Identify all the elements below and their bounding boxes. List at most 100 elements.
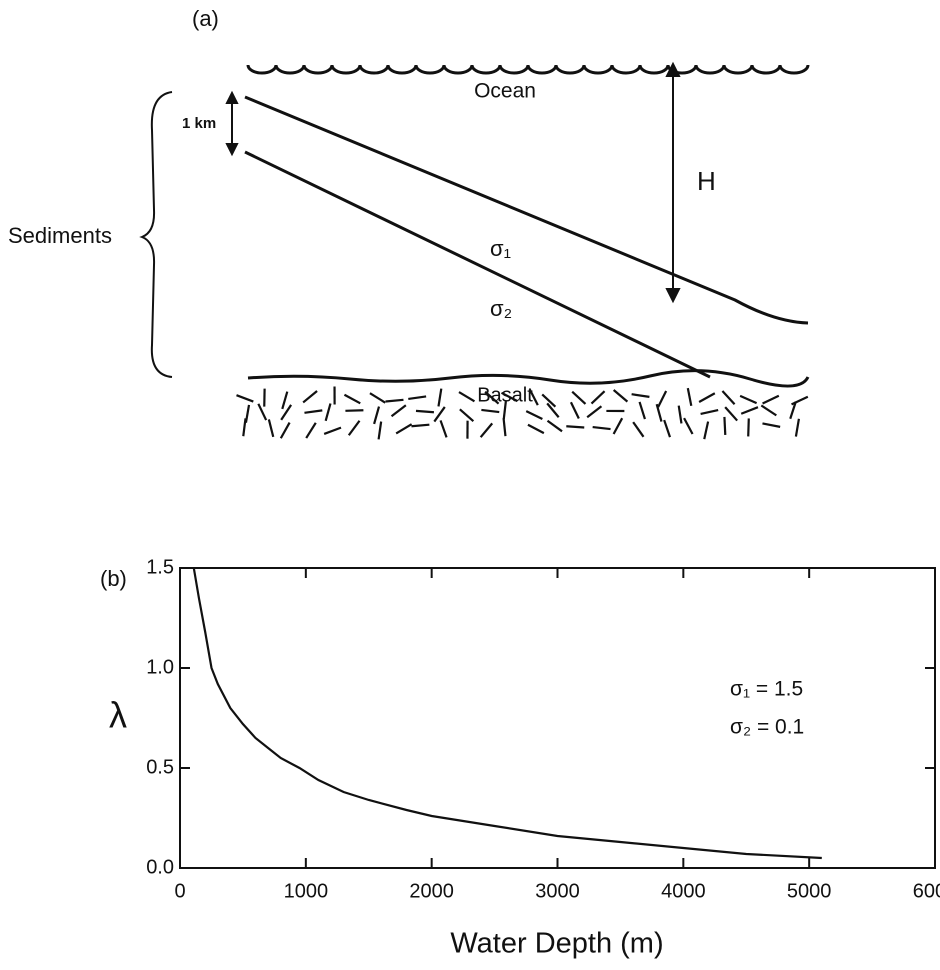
hatch-stroke <box>638 401 646 420</box>
y-tick-label: 1.5 <box>146 556 174 578</box>
hatch-stroke <box>390 404 407 418</box>
hatch-stroke <box>323 426 342 435</box>
hatch-stroke <box>760 404 777 417</box>
hatch-stroke <box>347 420 361 436</box>
hatch-stroke <box>324 403 332 422</box>
hatch-stroke <box>740 406 759 415</box>
thickness-label: 1 km <box>182 115 216 132</box>
hatch-stroke <box>655 403 663 422</box>
sediments-brace <box>139 91 173 378</box>
hatch-stroke <box>267 419 275 438</box>
hatch-stroke <box>343 393 361 405</box>
hatch-stroke <box>703 421 710 440</box>
hatch-stroke <box>663 419 672 438</box>
x-tick-label: 0 <box>174 880 185 902</box>
x-axis-title: Water Depth (m) <box>450 928 663 960</box>
hatch-stroke <box>569 401 580 419</box>
hatch-stroke <box>747 418 750 437</box>
x-tick-label: 5000 <box>787 880 832 902</box>
hatch-stroke <box>546 419 563 433</box>
x-tick-label: 3000 <box>535 880 580 902</box>
hatch-stroke <box>546 402 560 418</box>
hatch-stroke <box>612 389 629 403</box>
hatch-stroke <box>700 408 719 416</box>
hatch-stroke <box>244 404 251 423</box>
hatch-stroke <box>590 390 606 405</box>
layer-1-label: σ₁ <box>490 236 511 261</box>
hatch-stroke <box>242 418 247 437</box>
depth-label: H <box>697 166 716 196</box>
hatch-stroke <box>631 393 650 398</box>
hatch-stroke <box>481 408 500 414</box>
hatch-stroke <box>437 388 443 407</box>
x-tick-label: 2000 <box>409 880 454 902</box>
hatch-stroke <box>439 420 448 438</box>
hatch-stroke <box>698 392 716 403</box>
hatch-stroke <box>373 406 381 425</box>
hatch-stroke <box>586 405 603 419</box>
hatch-stroke <box>739 394 758 405</box>
data-line <box>192 567 822 860</box>
hatch-stroke <box>302 390 318 404</box>
annotation: σ₂ = 0.1 <box>730 716 804 739</box>
basalt-label: Basalt <box>477 384 533 406</box>
x-tick-label: 1000 <box>284 880 329 902</box>
hatch-stroke <box>592 426 611 431</box>
hatch-stroke <box>411 423 430 428</box>
hatch-stroke <box>791 395 809 406</box>
hatch-stroke <box>632 421 645 438</box>
hatch-stroke <box>566 425 585 429</box>
depth-arrow <box>665 61 681 304</box>
hatch-stroke <box>345 409 364 412</box>
hatch-stroke <box>789 401 797 420</box>
thickness-arrow <box>225 90 239 157</box>
x-tick-label: 6000 <box>913 880 940 902</box>
hatch-stroke <box>657 390 668 408</box>
annotation: σ₁ = 1.5 <box>730 678 803 701</box>
hatch-stroke <box>395 423 413 435</box>
hatch-stroke <box>500 391 518 403</box>
hatch-stroke <box>279 421 291 439</box>
hatch-stroke <box>458 391 476 403</box>
hatch-stroke <box>305 422 317 439</box>
hatch-stroke <box>724 406 738 422</box>
hatch-stroke <box>721 390 736 406</box>
panel-label: (a) <box>192 6 219 31</box>
basalt-hatch <box>236 386 809 440</box>
ocean-surface <box>246 64 810 75</box>
hatch-stroke <box>762 422 781 428</box>
hatch-stroke <box>502 401 507 420</box>
hatch-stroke <box>541 393 557 408</box>
hatch-stroke <box>527 423 545 435</box>
y-tick-label: 0.5 <box>146 756 174 778</box>
layer-2-label: σ₂ <box>490 296 512 321</box>
hatch-stroke <box>762 394 780 405</box>
y-tick-label: 1.0 <box>146 656 174 678</box>
hatch-stroke <box>528 388 539 406</box>
hatch-stroke <box>502 418 507 437</box>
hatch-stroke <box>377 421 383 440</box>
hatch-stroke <box>686 387 693 406</box>
hatch-stroke <box>433 406 446 423</box>
hatch-stroke <box>236 394 254 403</box>
hatch-stroke <box>415 409 435 414</box>
hatch-stroke <box>683 417 694 435</box>
hatch-stroke <box>484 390 500 405</box>
hatch-stroke <box>385 398 404 403</box>
hatch-stroke <box>525 410 543 421</box>
panel-label: (b) <box>100 566 127 591</box>
chart: (b) Water Depth (m) λ σ₁ = 1.5 σ₂ = 0.1 … <box>100 556 940 959</box>
y-axis-title: λ <box>109 695 127 736</box>
hatch-stroke <box>369 392 386 404</box>
hatch-stroke <box>408 395 427 401</box>
hatch-stroke <box>304 409 323 414</box>
sediments-label: Sediments <box>8 223 112 248</box>
hatch-stroke <box>479 422 494 438</box>
y-tick-label: 0.0 <box>146 856 174 878</box>
hatch-stroke <box>257 403 268 421</box>
hatch-stroke <box>794 418 801 437</box>
hatch-stroke <box>677 405 683 424</box>
ocean-label: Ocean <box>474 80 536 103</box>
sediment-boundary <box>244 150 711 379</box>
